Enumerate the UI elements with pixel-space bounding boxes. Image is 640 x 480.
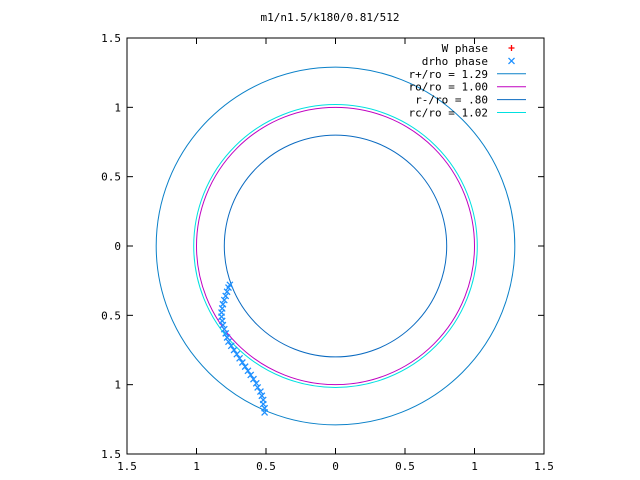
legend-label: rc/ro = 1.02 xyxy=(409,107,488,120)
x-tick-label: 1 xyxy=(471,460,478,473)
circle-series-5 xyxy=(193,104,478,388)
drho-point xyxy=(222,292,230,300)
drho-point xyxy=(244,367,252,375)
chart-title: m1/n1.5/k180/0.81/512 xyxy=(260,11,399,24)
y-tick-label: 0.5 xyxy=(101,309,121,322)
drho-point xyxy=(220,296,228,304)
x-tick-label: 1.5 xyxy=(117,460,137,473)
drho-point xyxy=(230,346,238,354)
drho-phase-points xyxy=(218,281,269,416)
drho-point xyxy=(223,334,231,341)
drho-point xyxy=(219,321,227,329)
drho-point xyxy=(258,392,266,400)
drho-point xyxy=(261,408,269,416)
x-axis: 1.5 1 0.5 0 0.5 1 1.5 xyxy=(117,38,554,473)
drho-point xyxy=(241,363,249,371)
y-tick-label: 0.5 xyxy=(101,171,121,184)
drho-point xyxy=(259,400,267,408)
y-tick-label: 0 xyxy=(114,240,121,253)
x-tick-label: 1 xyxy=(193,460,200,473)
drho-point xyxy=(225,284,232,292)
x-tick-label: 0.5 xyxy=(395,460,415,473)
circle-series-3 xyxy=(196,106,475,386)
legend-label: r+/ro = 1.29 xyxy=(409,68,488,81)
drho-point xyxy=(256,388,264,396)
x-tick-label: 1.5 xyxy=(534,460,554,473)
drho-point xyxy=(223,288,231,296)
circle-series-4 xyxy=(223,134,448,358)
drho-point xyxy=(252,379,260,387)
drho-point xyxy=(220,325,228,333)
x-tick-label: 0.5 xyxy=(256,460,276,473)
drho-point xyxy=(222,329,230,337)
legend-label: r-/ro = .80 xyxy=(415,94,488,107)
drho-point xyxy=(250,375,257,383)
drho-point xyxy=(238,359,246,366)
y-tick-label: 1 xyxy=(114,379,121,392)
legend-swatch xyxy=(508,57,515,65)
drho-point xyxy=(247,371,255,379)
drho-point xyxy=(227,342,235,350)
drho-point xyxy=(233,350,241,358)
y-axis: 1.5 1 0.5 0 0.5 1 1.5 xyxy=(101,32,544,461)
legend-label: W phase xyxy=(442,42,488,55)
x-tick-label: 0 xyxy=(332,460,339,473)
drho-point xyxy=(225,338,232,346)
radius-circles xyxy=(155,66,516,426)
legend-label: drho phase xyxy=(422,55,488,68)
drho-point xyxy=(254,383,262,391)
y-tick-label: 1 xyxy=(114,101,121,114)
y-tick-label: 1.5 xyxy=(101,32,121,45)
drho-point xyxy=(236,354,244,362)
circle-series-2 xyxy=(155,66,516,426)
legend-swatch xyxy=(508,45,515,51)
legend-label: ro/ro = 1.00 xyxy=(409,81,488,94)
y-tick-label: 1.5 xyxy=(101,448,121,461)
